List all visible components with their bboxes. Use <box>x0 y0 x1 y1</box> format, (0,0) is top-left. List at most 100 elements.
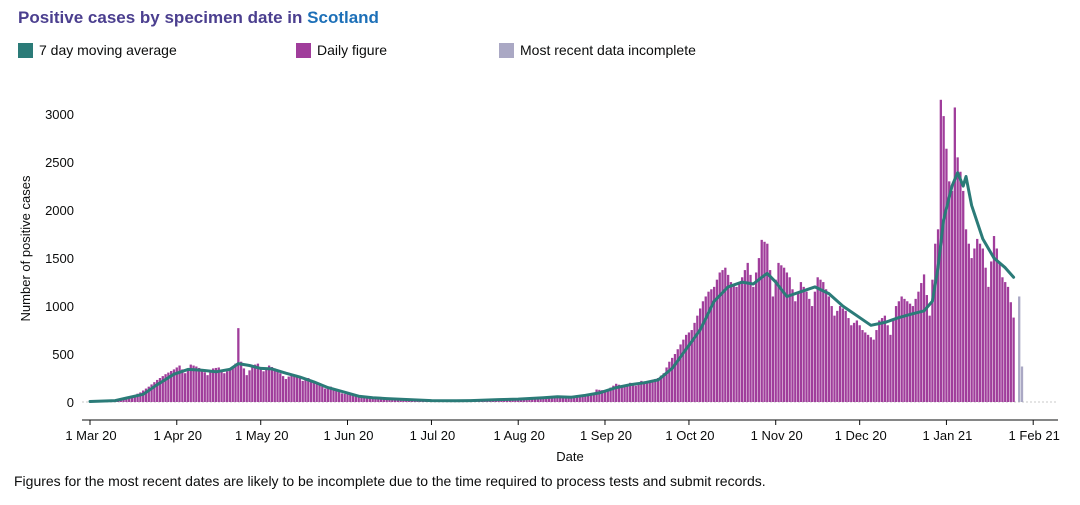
daily-bar <box>721 270 724 402</box>
daily-bar <box>651 379 654 402</box>
daily-bar <box>581 394 584 402</box>
daily-bar <box>248 370 251 402</box>
legend-item-incomplete[interactable]: Most recent data incomplete <box>499 42 696 58</box>
x-tick-label: 1 Dec 20 <box>835 428 887 443</box>
daily-bar <box>542 397 545 402</box>
daily-bar <box>715 279 719 402</box>
daily-bar <box>878 320 881 402</box>
x-tick-label: 1 Jan 21 <box>923 428 973 443</box>
daily-bar <box>573 395 576 402</box>
daily-bar <box>701 301 705 402</box>
legend-item-moving-average[interactable]: 7 day moving average <box>18 42 177 58</box>
daily-bar <box>995 248 998 402</box>
daily-bar <box>175 367 178 402</box>
daily-bar <box>754 272 758 402</box>
daily-bar <box>203 372 206 402</box>
daily-bar <box>153 382 156 402</box>
daily-bar <box>212 368 215 402</box>
daily-bar <box>978 243 982 402</box>
y-tick-label: 500 <box>52 347 74 362</box>
daily-bar <box>279 373 282 402</box>
title-text: Positive cases by specimen date in <box>18 8 303 27</box>
daily-bar <box>522 399 525 402</box>
x-tick-label: 1 Feb 21 <box>1009 428 1060 443</box>
daily-bar <box>284 378 288 402</box>
daily-bar <box>234 363 237 402</box>
daily-bar <box>645 381 649 402</box>
daily-bar <box>130 396 134 402</box>
daily-bar <box>217 367 220 402</box>
daily-bar <box>186 368 190 402</box>
daily-bar <box>321 386 324 402</box>
daily-bar <box>620 385 623 402</box>
daily-bar <box>564 396 567 402</box>
daily-bar <box>906 301 909 402</box>
legend-item-daily-figure[interactable]: Daily figure <box>296 42 387 58</box>
daily-bar <box>231 366 234 402</box>
daily-bar <box>253 364 257 402</box>
daily-bar <box>267 365 271 402</box>
daily-bar <box>998 262 1001 402</box>
daily-bar <box>388 399 391 402</box>
x-axis-label: Date <box>556 449 583 464</box>
daily-bar <box>363 397 366 402</box>
daily-bar <box>774 279 777 402</box>
daily-bar <box>794 301 797 402</box>
daily-bar <box>584 394 587 402</box>
daily-bar <box>637 383 640 402</box>
daily-bar <box>399 399 402 402</box>
daily-bar <box>704 296 707 402</box>
daily-bar <box>251 365 254 402</box>
daily-bar <box>662 373 665 402</box>
footnote: Figures for the most recent dates are li… <box>14 473 766 489</box>
daily-bar <box>654 378 657 402</box>
daily-bar <box>732 284 735 402</box>
daily-bar <box>710 289 713 402</box>
daily-bar <box>357 396 360 402</box>
daily-bar <box>911 306 914 402</box>
daily-bar <box>377 398 380 402</box>
daily-bar <box>682 339 685 402</box>
title-area-link[interactable]: Scotland <box>307 8 379 27</box>
daily-bar <box>514 399 517 402</box>
daily-bar <box>349 394 352 402</box>
daily-bar <box>922 274 926 402</box>
y-axis-label: Number of positive cases <box>18 175 33 321</box>
daily-bar <box>869 337 873 402</box>
daily-bar <box>242 368 246 402</box>
x-tick-label: 1 Sep 20 <box>580 428 632 443</box>
daily-bar <box>293 375 296 402</box>
daily-bar <box>156 379 159 402</box>
daily-bar <box>494 400 497 402</box>
daily-bar <box>220 370 223 402</box>
daily-bar <box>698 308 702 402</box>
y-tick-label: 2000 <box>45 203 74 218</box>
daily-bar <box>301 380 304 402</box>
daily-bar <box>1012 317 1015 402</box>
daily-bar <box>841 308 845 402</box>
daily-bar <box>346 394 349 402</box>
daily-bar <box>659 375 663 402</box>
daily-bar <box>850 325 853 402</box>
daily-bar <box>617 384 621 402</box>
daily-bar <box>799 282 803 402</box>
daily-bar <box>206 375 209 402</box>
daily-bar <box>1001 277 1004 402</box>
daily-bar <box>329 386 332 402</box>
x-tick-label: 1 Mar 20 <box>65 428 116 443</box>
daily-bar <box>167 372 170 402</box>
daily-bar <box>214 367 218 402</box>
daily-bar <box>556 397 559 402</box>
daily-bar <box>634 385 637 402</box>
daily-bar <box>836 310 839 402</box>
daily-bar <box>964 229 968 402</box>
daily-bar <box>855 320 859 402</box>
daily-bar <box>992 236 996 402</box>
daily-bar <box>192 365 195 402</box>
legend-label-moving-average: 7 day moving average <box>39 42 177 58</box>
daily-bar <box>184 373 187 402</box>
daily-bar <box>528 398 531 402</box>
daily-bar <box>852 322 856 402</box>
x-tick-label: 1 Oct 20 <box>665 428 714 443</box>
daily-bar <box>533 398 537 402</box>
